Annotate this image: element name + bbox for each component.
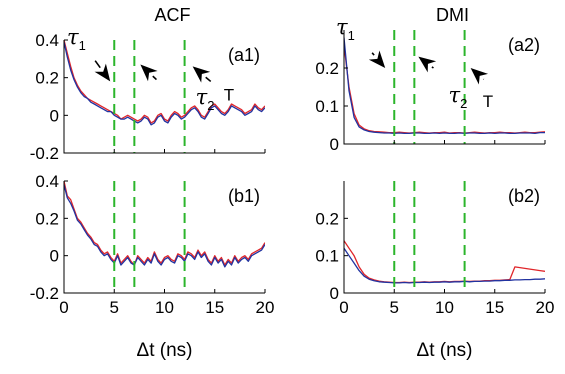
panel-label-a2: (a2) [508,35,540,55]
ytick-label-b1-2: 0.2 [35,209,59,228]
arrow-head-a2-1 [418,56,437,73]
xtick-label-b2-2: 10 [435,298,454,317]
series-line-a1-0 [64,40,265,124]
arrow-head-a1-2 [192,66,211,83]
ytick-label-b1-3: 0.4 [35,172,59,191]
xtick-label-b1-0: 0 [59,298,68,317]
panel-b2: 0 0.1 0.2 0 5 10 15 20 Δt (ns) (b2) [315,181,554,361]
ytick-label-a1-3: 0.4 [35,31,59,50]
ytick-label-b2-0: 0 [330,284,339,303]
xtick-label-b1-3: 15 [205,298,224,317]
arrow-shaft-a1-2 [205,76,212,83]
arrow-head-a2-2 [470,68,489,85]
series-line-b1-1 [64,184,265,268]
arrow-shaft-a1-0 [94,60,101,69]
xtick-label-b2-3: 15 [485,298,504,317]
ytick-label-a1-1: 0 [50,106,59,125]
panel-a1: -0.2 0 0.2 0.4 ACF (a1) τ1 τ2 T [30,5,266,163]
panel-label-b2: (b2) [508,186,540,206]
xtick-label-b2-4: 20 [536,298,555,317]
arrow-head-a1-0 [94,63,111,82]
xtick-label-b1-2: 10 [155,298,174,317]
series-line-a2-0 [344,45,545,134]
xtick-label-b2-0: 0 [339,298,348,317]
ytick-label-a1-0: -0.2 [30,144,59,163]
ytick-label-b1-0: -0.2 [30,284,59,303]
xtick-label-b1-4: 20 [256,298,275,317]
series-line-b1-0 [64,181,265,266]
arrow-head-a2-0 [368,50,386,68]
series-line-b2-1 [344,247,545,284]
annotation-a2-2: T [483,92,493,111]
arrow-shaft-a1-1 [152,75,158,81]
xtick-label-b2-1: 5 [390,298,399,317]
title-a1: ACF [155,5,191,25]
xlabel-b1: Δt (ns) [137,340,193,361]
ytick-label-a2-2: 0.2 [315,59,339,78]
annotation-a1-1: τ2 [196,85,215,113]
series-line-a1-1 [64,41,265,126]
series-line-b2-0 [344,240,545,284]
ytick-label-b1-1: 0 [50,247,59,266]
ytick-label-a2-0: 0 [330,135,339,154]
panel-a2: 0 0.1 0.2 DMI (a2) τ1 τ2 T [315,5,546,154]
panel-label-a1: (a1) [228,45,260,65]
series-line-a2-1 [344,37,545,135]
ytick-label-a1-2: 0.2 [35,69,59,88]
annotation-a2-0: τ1 [336,15,355,43]
panel-label-b1: (b1) [228,186,260,206]
arrow-head-a1-1 [140,64,158,82]
arrow-shaft-a2-1 [431,66,434,69]
xtick-label-b1-1: 5 [110,298,119,317]
ytick-label-b2-2: 0.2 [315,209,339,228]
xlabel-b2: Δt (ns) [417,340,473,361]
annotation-a2-1: τ2 [449,83,468,111]
title-a2: DMI [436,5,469,25]
annotation-a1-0: τ1 [67,25,86,53]
arrow-shaft-a2-0 [371,52,375,56]
annotation-a1-2: T [224,85,234,104]
ytick-label-b2-1: 0.1 [315,247,339,266]
ytick-label-a2-1: 0.1 [315,97,339,116]
